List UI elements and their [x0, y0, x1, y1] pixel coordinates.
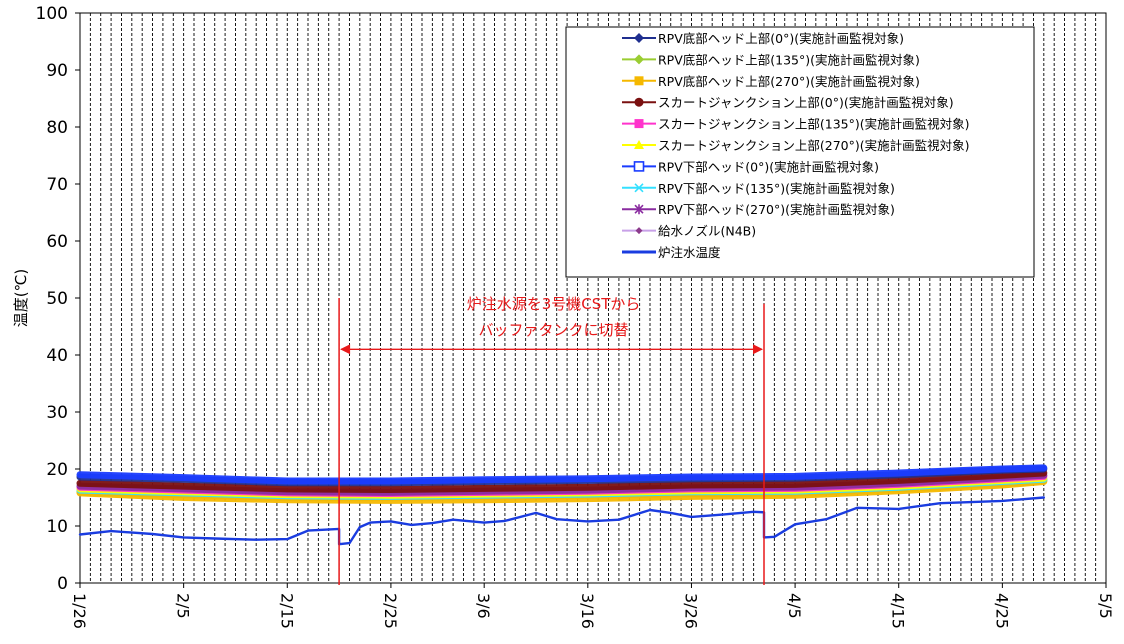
y-tick-label: 50	[46, 289, 68, 309]
y-tick-label: 30	[46, 403, 68, 423]
legend-marker	[634, 76, 644, 86]
annotation-text-line: バッファタンクに切替	[479, 321, 629, 339]
x-tick-label: 2/5	[174, 593, 193, 619]
legend-box	[565, 26, 1035, 278]
legend-entry-label: RPV底部ヘッド上部(0°)(実施計画監視対象)	[658, 31, 904, 46]
legend-entry-label: RPV下部ヘッド(270°)(実施計画監視対象)	[658, 202, 895, 217]
series-line-11	[78, 496, 1045, 546]
legend-marker	[634, 119, 644, 129]
legend-marker	[634, 204, 644, 215]
y-tick-label: 10	[46, 517, 68, 537]
legend-marker	[634, 54, 644, 65]
legend-marker	[634, 140, 644, 149]
legend-entry-label: スカートジャンクション上部(270°)(実施計画監視対象)	[658, 138, 970, 153]
annotation-arrowhead-right	[753, 344, 763, 355]
legend-marker	[635, 227, 643, 235]
legend-marker	[634, 183, 644, 193]
legend-entry-label: RPV下部ヘッド(135°)(実施計画監視対象)	[658, 181, 895, 196]
legend-marker	[633, 161, 645, 172]
y-tick-label: 40	[46, 346, 68, 366]
y-tick-label: 90	[46, 61, 68, 81]
legend-entry-label: 炉注水温度	[658, 245, 721, 260]
legend-marker	[634, 33, 644, 43]
x-tick-label: 2/25	[381, 593, 400, 629]
x-tick-label: 3/16	[578, 593, 597, 629]
y-tick-label: 80	[46, 118, 68, 138]
annotation-text-line: 炉注水源を3号機CSTから	[467, 295, 641, 313]
x-tick-label: 1/26	[70, 593, 89, 629]
legend-entry-label: 給水ノズル(N4B)	[658, 224, 756, 239]
annotation-arrowhead-left	[340, 344, 351, 355]
y-tick-label: 70	[46, 175, 68, 195]
legend-entry-label: RPV下部ヘッド(0°)(実施計画監視対象)	[658, 159, 879, 174]
x-tick-label: 4/15	[889, 593, 908, 629]
y-tick-label: 60	[46, 232, 68, 252]
x-tick-label: 2/15	[277, 593, 296, 629]
y-tick-label: 20	[46, 460, 68, 480]
x-tick-label: 3/6	[474, 593, 493, 619]
x-tick-label: 4/25	[992, 593, 1011, 629]
legend-entry-label: RPV底部ヘッド上部(135°)(実施計画監視対象)	[658, 52, 920, 67]
y-tick-label: 0	[57, 574, 68, 594]
series-line-4	[76, 469, 1048, 493]
x-tick-label: 4/5	[785, 593, 804, 619]
x-tick-label: 3/26	[681, 593, 700, 629]
legend-entry-label: スカートジャンクション上部(135°)(実施計画監視対象)	[658, 117, 970, 132]
y-tick-label: 100	[36, 4, 68, 24]
x-tick-label: 5/5	[1096, 593, 1115, 619]
y-axis-label: 温度(℃)	[12, 269, 30, 328]
legend-entry-label: スカートジャンクション上部(0°)(実施計画監視対象)	[658, 95, 954, 110]
series-line-7	[76, 464, 1048, 485]
legend-marker	[634, 97, 644, 107]
legend-entry-label: RPV底部ヘッド上部(270°)(実施計画監視対象)	[658, 74, 920, 89]
